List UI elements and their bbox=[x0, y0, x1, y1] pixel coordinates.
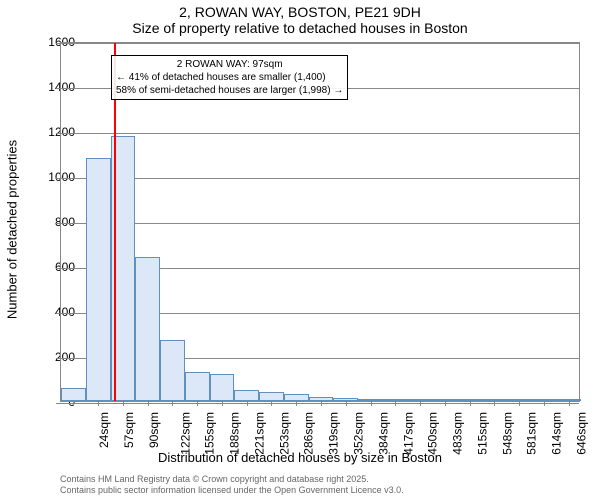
gridline bbox=[61, 403, 579, 404]
annotation-line-2: ← 41% of detached houses are smaller (1,… bbox=[116, 71, 343, 84]
x-tick-mark bbox=[197, 401, 198, 406]
x-axis-label: Distribution of detached houses by size … bbox=[0, 450, 600, 465]
x-tick-mark bbox=[494, 401, 495, 406]
x-tick-mark bbox=[123, 401, 124, 406]
chart-container: 2, ROWAN WAY, BOSTON, PE21 9DH Size of p… bbox=[0, 0, 600, 500]
gridline bbox=[61, 133, 579, 134]
x-tick-label: 548sqm bbox=[500, 412, 514, 455]
x-tick-label: 417sqm bbox=[401, 412, 415, 455]
footer-attribution: Contains HM Land Registry data © Crown c… bbox=[60, 474, 404, 496]
gridline bbox=[61, 223, 579, 224]
x-tick-label: 188sqm bbox=[228, 412, 242, 455]
x-tick-mark bbox=[544, 401, 545, 406]
x-tick-mark bbox=[371, 401, 372, 406]
x-tick-label: 155sqm bbox=[203, 412, 217, 455]
histogram-bar bbox=[185, 372, 210, 401]
x-tick-label: 122sqm bbox=[178, 412, 192, 455]
histogram-bar bbox=[234, 390, 259, 401]
histogram-bar bbox=[86, 158, 111, 401]
x-tick-mark bbox=[73, 401, 74, 406]
x-tick-mark bbox=[321, 401, 322, 406]
title-line-2: Size of property relative to detached ho… bbox=[0, 20, 600, 36]
x-tick-label: 57sqm bbox=[122, 412, 136, 448]
histogram-bar bbox=[210, 374, 235, 401]
histogram-bar bbox=[259, 392, 284, 401]
x-tick-label: 90sqm bbox=[147, 412, 161, 448]
x-tick-label: 352sqm bbox=[352, 412, 366, 455]
x-tick-mark bbox=[296, 401, 297, 406]
chart-title: 2, ROWAN WAY, BOSTON, PE21 9DH Size of p… bbox=[0, 0, 600, 36]
histogram-bar bbox=[135, 257, 160, 401]
y-tick-mark bbox=[56, 43, 61, 44]
x-tick-mark bbox=[148, 401, 149, 406]
histogram-bar bbox=[160, 340, 185, 401]
x-tick-label: 384sqm bbox=[376, 412, 390, 455]
x-tick-label: 221sqm bbox=[253, 412, 267, 455]
annotation-box: 2 ROWAN WAY: 97sqm ← 41% of detached hou… bbox=[111, 55, 348, 100]
y-tick-mark bbox=[56, 268, 61, 269]
y-tick-mark bbox=[56, 358, 61, 359]
plot-area: 2 ROWAN WAY: 97sqm ← 41% of detached hou… bbox=[60, 42, 580, 402]
x-tick-mark bbox=[445, 401, 446, 406]
x-tick-mark bbox=[470, 401, 471, 406]
x-tick-mark bbox=[569, 401, 570, 406]
x-tick-label: 450sqm bbox=[426, 412, 440, 455]
x-tick-mark bbox=[172, 401, 173, 406]
x-tick-label: 646sqm bbox=[575, 412, 589, 455]
histogram-bar bbox=[284, 394, 309, 401]
x-tick-label: 515sqm bbox=[476, 412, 490, 455]
title-line-1: 2, ROWAN WAY, BOSTON, PE21 9DH bbox=[0, 4, 600, 20]
x-tick-mark bbox=[519, 401, 520, 406]
x-tick-mark bbox=[420, 401, 421, 406]
y-tick-mark bbox=[56, 88, 61, 89]
y-tick-mark bbox=[56, 178, 61, 179]
y-tick-mark bbox=[56, 223, 61, 224]
x-tick-label: 286sqm bbox=[302, 412, 316, 455]
x-tick-label: 253sqm bbox=[277, 412, 291, 455]
y-tick-mark bbox=[56, 313, 61, 314]
x-tick-label: 319sqm bbox=[327, 412, 341, 455]
gridline bbox=[61, 43, 579, 44]
gridline bbox=[61, 178, 579, 179]
x-tick-mark bbox=[222, 401, 223, 406]
x-tick-mark bbox=[346, 401, 347, 406]
x-tick-mark bbox=[98, 401, 99, 406]
x-tick-label: 483sqm bbox=[451, 412, 465, 455]
x-tick-mark bbox=[247, 401, 248, 406]
footer-line-2: Contains public sector information licen… bbox=[60, 485, 404, 496]
x-tick-mark bbox=[395, 401, 396, 406]
x-tick-mark bbox=[271, 401, 272, 406]
annotation-line-1: 2 ROWAN WAY: 97sqm bbox=[116, 58, 343, 71]
x-tick-label: 24sqm bbox=[97, 412, 111, 448]
footer-line-1: Contains HM Land Registry data © Crown c… bbox=[60, 474, 404, 485]
x-tick-label: 614sqm bbox=[550, 412, 564, 455]
histogram-bar bbox=[61, 388, 86, 402]
annotation-line-3: 58% of semi-detached houses are larger (… bbox=[116, 84, 343, 97]
y-tick-mark bbox=[56, 133, 61, 134]
y-tick-mark bbox=[56, 403, 61, 404]
x-tick-label: 581sqm bbox=[525, 412, 539, 455]
